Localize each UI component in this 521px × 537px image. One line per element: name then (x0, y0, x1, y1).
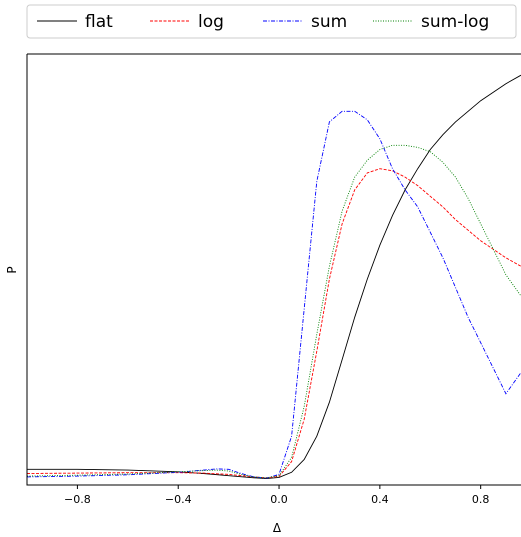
legend-label: log (198, 12, 224, 32)
legend-item-flat: flat (37, 12, 113, 32)
legend-items: flat log sum sum-log (37, 12, 489, 32)
x-tick-label: −0.8 (64, 493, 91, 506)
legend-item-sum: sum (263, 12, 347, 32)
x-tick-label: −0.4 (165, 493, 192, 506)
legend-label: sum-log (421, 12, 489, 32)
x-tick-label: 0.8 (472, 493, 490, 506)
legend-frame (26, 4, 517, 39)
series-line-flat (27, 74, 521, 480)
legend: flat log sum sum-log (26, 4, 517, 39)
series-layer (26, 74, 521, 480)
series-line-sum-log (26, 144, 521, 479)
legend-label: flat (85, 12, 113, 32)
series-line-sum (26, 110, 521, 479)
legend-item-sum-log: sum-log (373, 12, 489, 32)
series-line-log (26, 168, 521, 479)
x-tick-label: 0.4 (371, 493, 389, 506)
y-axis-label: P (5, 266, 19, 273)
x-axis-label: Δ (273, 521, 282, 535)
legend-label: sum (311, 12, 347, 32)
plot-area: −0.8 −0.4 0.0 0.4 0.8 (26, 53, 521, 506)
axes-frame (26, 54, 521, 486)
x-axis-ticks: −0.8 −0.4 0.0 0.4 0.8 (64, 485, 489, 506)
legend-item-log: log (150, 12, 224, 32)
x-tick-label: 0.0 (270, 493, 288, 506)
